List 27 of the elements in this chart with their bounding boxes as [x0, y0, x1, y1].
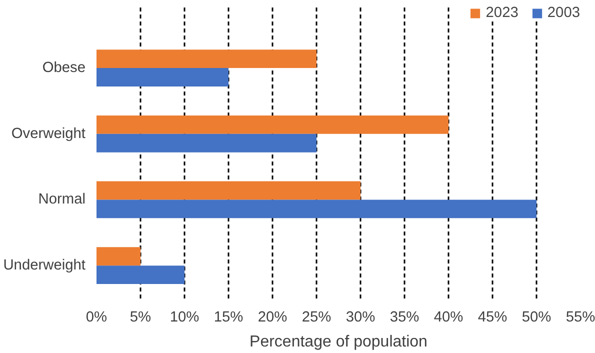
bar [96, 200, 536, 218]
y-tick-label: Underweight [3, 258, 86, 274]
x-tick-label: 45% [478, 310, 508, 326]
legend-label: 2023 [486, 5, 518, 21]
x-tick-label: 25% [302, 310, 332, 326]
y-tick-label: Obese [42, 60, 86, 76]
x-tick-label: 5% [130, 310, 152, 326]
legend-label: 2003 [547, 5, 580, 21]
y-tick-label: Overweight [11, 126, 86, 142]
x-tick-label: 15% [214, 310, 244, 326]
x-tick-label: 40% [434, 310, 464, 326]
x-tick-label: 20% [258, 310, 288, 326]
bar [96, 181, 360, 200]
bar [96, 50, 316, 68]
x-tick-label: 50% [522, 310, 552, 326]
y-tick-label: Normal [38, 192, 86, 208]
bar [96, 115, 448, 134]
x-axis-title: Percentage of population [250, 334, 428, 350]
x-tick-label: 35% [390, 310, 420, 326]
bar [96, 266, 184, 284]
x-tick-label: 55% [566, 310, 595, 326]
x-tick-label: 30% [346, 310, 376, 326]
bar [96, 247, 140, 266]
x-tick-label: 10% [170, 310, 200, 326]
bar [96, 134, 316, 152]
bar [96, 68, 228, 86]
x-tick-label: 0% [86, 310, 108, 326]
